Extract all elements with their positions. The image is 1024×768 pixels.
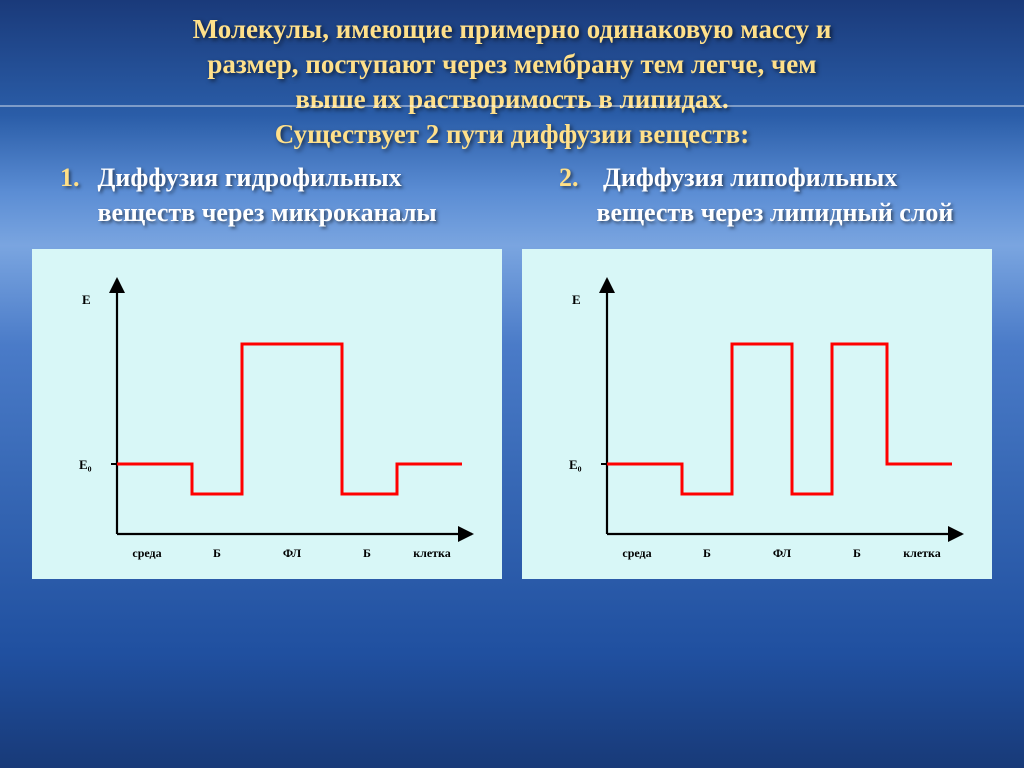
charts-row: E E₀ среда Б ФЛ Бклетка E E₀ среда Б ФЛ Бклетка: [0, 231, 1024, 579]
svg-text:ФЛ: ФЛ: [283, 546, 301, 560]
svg-text:ФЛ: ФЛ: [773, 546, 791, 560]
chart-right-svg: E E₀ среда Б ФЛ Бклетка: [522, 249, 992, 579]
bullet-left: 1. Диффузия гидрофильных веществ через м…: [60, 160, 485, 230]
title-line-1: Молекулы, имеющие примерно одинаковую ма…: [193, 14, 832, 44]
svg-text:Б: Б: [363, 546, 371, 560]
svg-text:Б: Б: [213, 546, 221, 560]
bullet-right-text: Диффузия липофильных веществ через липид…: [596, 160, 984, 230]
svg-text:Б: Б: [853, 546, 861, 560]
svg-text:среда: среда: [622, 546, 651, 560]
bullet-right: 2. Диффузия липофильных веществ через ли…: [559, 160, 984, 230]
svg-text:E: E: [82, 292, 91, 307]
title-line-2: размер, поступают через мембрану тем лег…: [207, 49, 816, 79]
bullet-right-number: 2.: [559, 160, 579, 230]
svg-text:E: E: [572, 292, 581, 307]
svg-text:E₀: E₀: [79, 457, 92, 472]
chart-left: E E₀ среда Б ФЛ Бклетка: [32, 249, 502, 579]
svg-text:среда: среда: [132, 546, 161, 560]
title-line-3: выше их растворимость в липидах.: [295, 84, 729, 114]
svg-text:клетка: клетка: [413, 546, 451, 560]
svg-text:клетка: клетка: [903, 546, 941, 560]
bullet-columns: 1. Диффузия гидрофильных веществ через м…: [0, 152, 1024, 230]
bullet-left-number: 1.: [60, 160, 80, 230]
slide-title: Молекулы, имеющие примерно одинаковую ма…: [0, 0, 1024, 152]
chart-left-svg: E E₀ среда Б ФЛ Бклетка: [32, 249, 502, 579]
svg-text:E₀: E₀: [569, 457, 582, 472]
chart-right: E E₀ среда Б ФЛ Бклетка: [522, 249, 992, 579]
bullet-left-text: Диффузия гидрофильных веществ через микр…: [98, 160, 486, 230]
title-line-4: Существует 2 пути диффузии веществ:: [275, 119, 750, 149]
svg-text:Б: Б: [703, 546, 711, 560]
